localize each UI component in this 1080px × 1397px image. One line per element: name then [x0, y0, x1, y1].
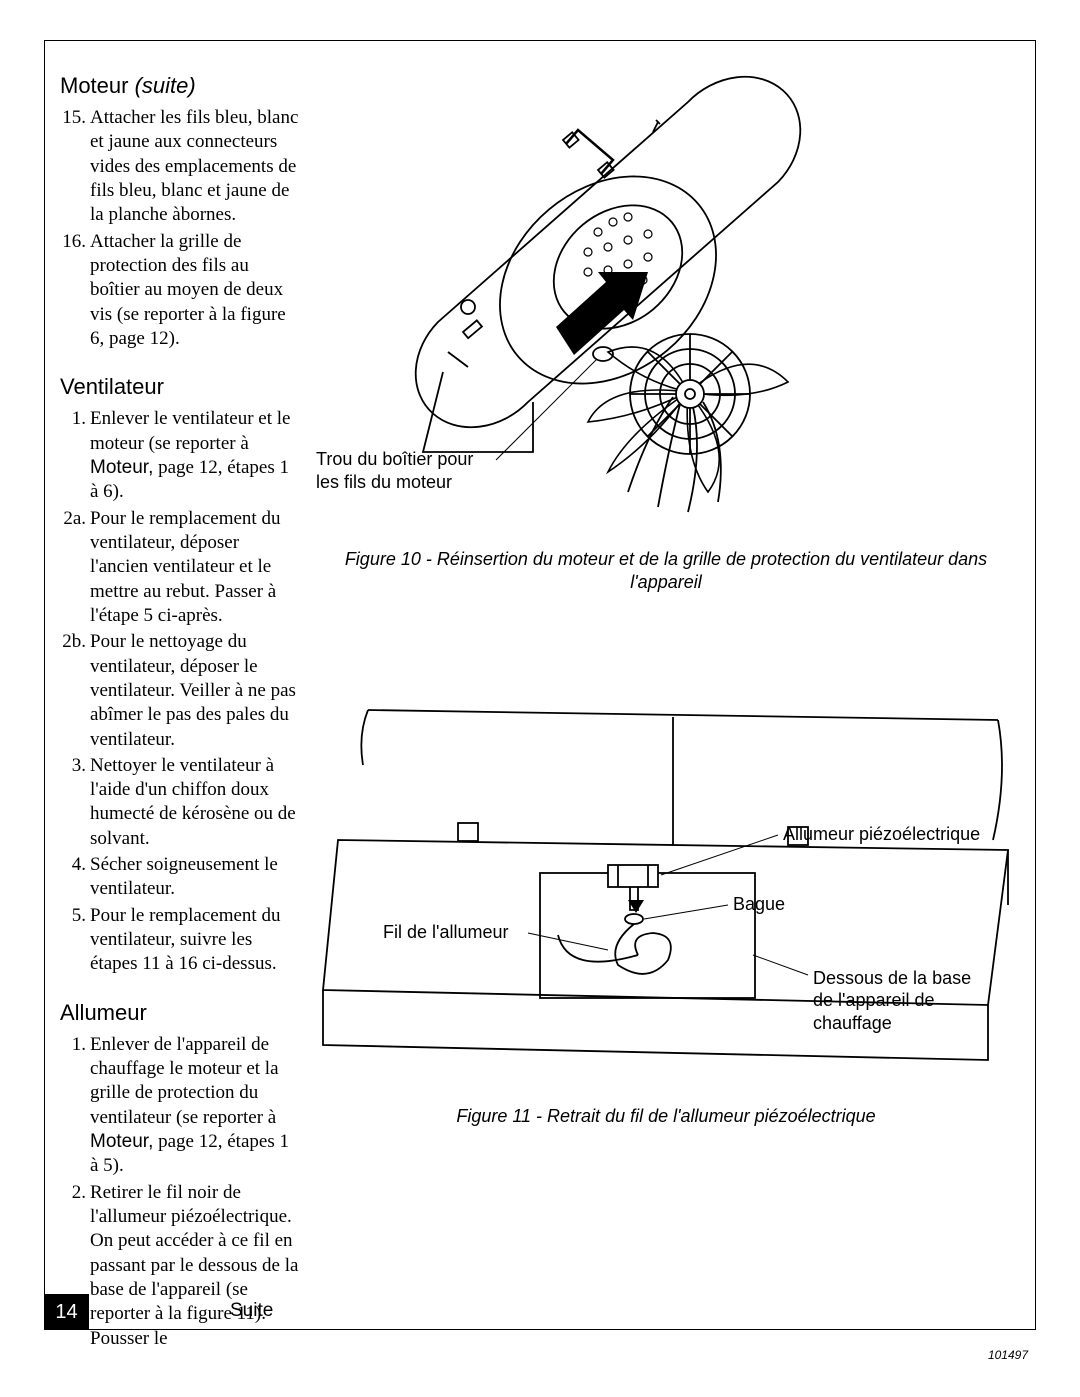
item-text: Enlever le ventilateur et le moteur (se …	[90, 407, 300, 504]
fig11-label-piezo: Allumeur piézoélectrique	[783, 823, 980, 846]
item-num: 16.	[60, 230, 90, 352]
item-text: Pour le remplacement du ventilateur, sui…	[90, 904, 300, 977]
item-text: Enlever de l'appareil de chauffage le mo…	[90, 1033, 300, 1179]
item-num: 15.	[60, 106, 90, 228]
list-item: 3. Nettoyer le ventilateur à l'aide d'un…	[60, 754, 300, 851]
continued-label: Suite	[230, 1300, 273, 1322]
list-item: 2b. Pour le nettoyage du ventilateur, dé…	[60, 630, 300, 752]
fig10-caption: Figure 10 - Réinsertion du moteur et de …	[308, 548, 1024, 595]
list-item: 2a. Pour le remplacement du ventilateur,…	[60, 507, 300, 629]
item-text: Pour le nettoyage du ventilateur, dépose…	[90, 630, 300, 752]
item-text: Attacher la grille de protection des fil…	[90, 230, 300, 352]
item-text: Retirer le fil noir de l'allumeur piézoé…	[90, 1181, 300, 1351]
item-num: 2b.	[60, 630, 90, 752]
doc-id: 101497	[988, 1348, 1028, 1362]
item-num: 4.	[60, 853, 90, 902]
item-text: Attacher les fils bleu, blanc et jaune a…	[90, 106, 300, 228]
list-item: 4. Sécher soigneusement le ventilateur.	[60, 853, 300, 902]
section-title-moteur: Moteur (suite)	[60, 72, 300, 100]
item-text: Nettoyer le ventilateur à l'aide d'un ch…	[90, 754, 300, 851]
left-column: Moteur (suite) 15. Attacher les fils ble…	[60, 72, 300, 1353]
fig11-label-base: Dessous de la base de l'appareil de chau…	[813, 967, 971, 1035]
item-num: 2a.	[60, 507, 90, 629]
section-title-ventilateur: Ventilateur	[60, 373, 300, 401]
list-item: 5. Pour le remplacement du ventilateur, …	[60, 904, 300, 977]
section-title-allumeur: Allumeur	[60, 999, 300, 1027]
figure-10: Trou du boîtier pour les fils du moteur	[308, 72, 1024, 542]
title-suffix: (suite)	[135, 73, 196, 98]
item-text: Sécher soigneusement le ventilateur.	[90, 853, 300, 902]
item-num: 5.	[60, 904, 90, 977]
moteur-list: 15. Attacher les fils bleu, blanc et jau…	[60, 106, 300, 351]
list-item: 1. Enlever le ventilateur et le moteur (…	[60, 407, 300, 504]
fig11-label-wire: Fil de l'allumeur	[383, 921, 508, 944]
list-item: 15. Attacher les fils bleu, blanc et jau…	[60, 106, 300, 228]
figure-area: Trou du boîtier pour les fils du moteur …	[308, 72, 1024, 1322]
fig11-caption: Figure 11 - Retrait du fil de l'allumeur…	[308, 1105, 1024, 1128]
list-item: 16. Attacher la grille de protection des…	[60, 230, 300, 352]
title-text: Moteur	[60, 73, 128, 98]
list-item: 2. Retirer le fil noir de l'allumeur pié…	[60, 1181, 300, 1351]
page-number: 14	[44, 1294, 89, 1330]
figure-11: Allumeur piézoélectrique Bague Fil de l'…	[308, 675, 1024, 1095]
fig11-label-ring: Bague	[733, 893, 785, 916]
item-num: 1.	[60, 407, 90, 504]
item-text: Pour le remplacement du ventilateur, dép…	[90, 507, 300, 629]
ventilateur-list: 1. Enlever le ventilateur et le moteur (…	[60, 407, 300, 976]
item-num: 1.	[60, 1033, 90, 1179]
fig10-label-hole: Trou du boîtier pour les fils du moteur	[316, 448, 473, 493]
item-num: 3.	[60, 754, 90, 851]
list-item: 1. Enlever de l'appareil de chauffage le…	[60, 1033, 300, 1179]
